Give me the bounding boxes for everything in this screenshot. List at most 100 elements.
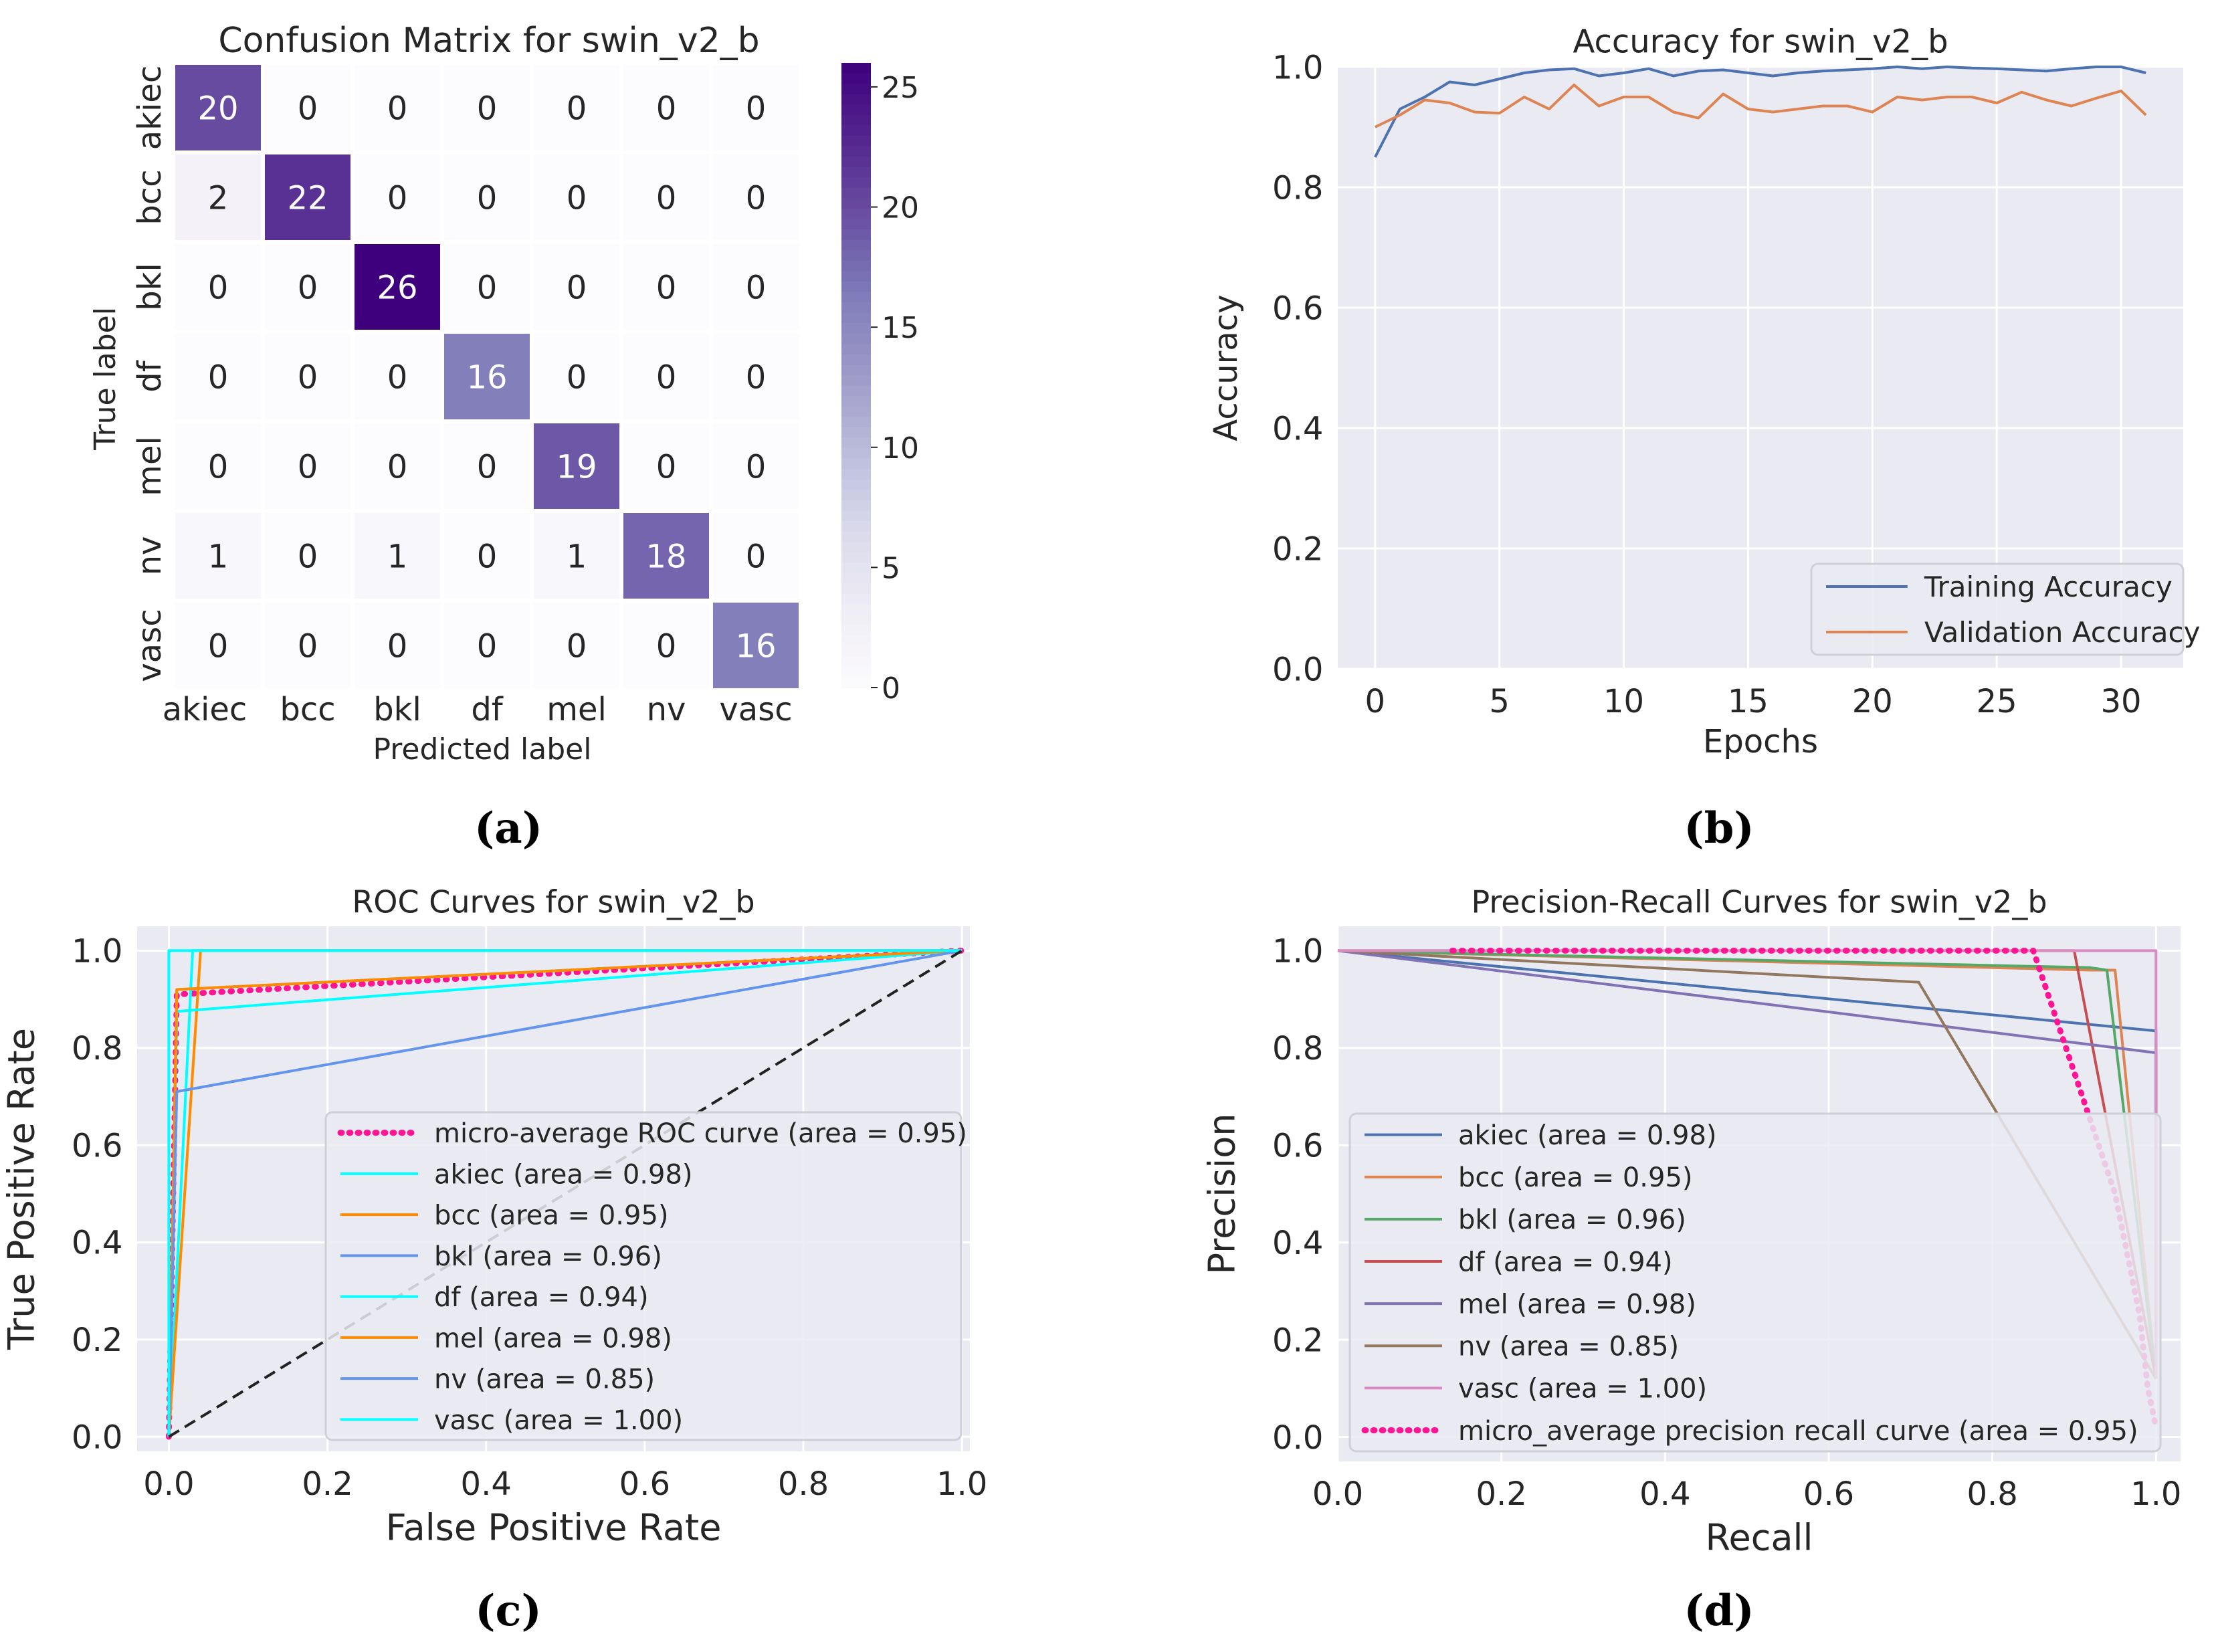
colorbar-segment: [841, 500, 871, 512]
colorbar-segment: [841, 94, 871, 106]
y-tick-label: 1.0: [1272, 933, 1323, 970]
matrix-cell: [623, 154, 709, 240]
legend-entry: micro-average ROC curve (area = 0.95): [434, 1118, 967, 1149]
colorbar-segment: [841, 229, 871, 241]
cell-value: 0: [298, 448, 318, 486]
cell-value: 0: [746, 448, 767, 486]
chart-title: ROC Curves for swin_v2_b: [352, 884, 754, 920]
matrix-cell: [355, 244, 440, 330]
colorbar-segment: [841, 198, 871, 209]
colorbar-segment: [841, 531, 871, 543]
colorbar-segment: [841, 479, 871, 491]
colorbar-segment: [841, 157, 871, 168]
matrix-cell: [623, 423, 709, 509]
y-tick-label: 0.2: [1272, 530, 1323, 568]
matrix-cell: [444, 513, 530, 599]
matrix-cell: [444, 334, 530, 419]
colorbar-segment: [841, 333, 871, 345]
x-axis-label: Recall: [1705, 1516, 1813, 1558]
matrix-cell: [623, 603, 709, 688]
cell-value: 18: [645, 538, 686, 575]
colorbar-segment: [841, 135, 871, 147]
colorbar-segment: [841, 344, 871, 355]
chart-title: Precision-Recall Curves for swin_v2_b: [1471, 884, 2047, 920]
x-axis-label: Epochs: [1703, 723, 1818, 760]
matrix-cell: [534, 244, 619, 330]
cell-value: 0: [477, 448, 498, 486]
legend-entry: vasc (area = 1.00): [434, 1405, 683, 1436]
legend-entry: akiec (area = 0.98): [434, 1159, 693, 1190]
colorbar-segment: [841, 417, 871, 428]
matrix-cell: [623, 513, 709, 599]
legend-entry: bkl (area = 0.96): [1458, 1205, 1686, 1235]
matrix-cell: [175, 65, 261, 150]
x-tick-label: 25: [1977, 683, 2017, 720]
matrix-cell: [355, 513, 440, 599]
x-tick-label: 0.2: [1476, 1475, 1526, 1513]
colorbar-segment: [841, 635, 871, 647]
cell-value: 0: [387, 90, 408, 127]
series-line-0: [1374, 66, 2146, 158]
matrix-cell: [175, 244, 261, 330]
colorbar-segment: [841, 73, 871, 85]
cell-value: 0: [477, 90, 498, 127]
cell-value: 0: [656, 179, 677, 217]
y-tick-label: 0.0: [1272, 1419, 1323, 1457]
cell-value: 0: [298, 269, 318, 306]
y-tick-label: akiec: [131, 66, 169, 150]
matrix-cell: [534, 334, 619, 419]
roc-curve-6: [167, 949, 963, 1437]
roc-curves-panel: 0.0 0.2 0.4 0.6 0.8 1.0 0.0 0.2 0.4 0.6 0.8 1.0 ROC …: [1, 884, 988, 1636]
cell-value: 0: [477, 269, 498, 306]
matrix-cell: [444, 244, 530, 330]
x-tick-label: mel: [546, 691, 607, 728]
colorbar-segment: [841, 604, 871, 616]
matrix-cell: [713, 423, 799, 509]
matrix-cell: [534, 154, 619, 240]
y-tick-label: 0.6: [1272, 1128, 1323, 1165]
y-tick-label: 0.8: [1272, 1030, 1323, 1067]
cell-value: 1: [387, 538, 408, 575]
matrix-cell: [265, 513, 350, 599]
panel-label: (d): [1684, 1586, 1754, 1636]
colorbar-segment: [841, 239, 871, 251]
legend-entry: akiec (area = 0.98): [1458, 1120, 1717, 1151]
y-axis-label: True Positive Rate: [1, 1028, 43, 1350]
legend-box: [1348, 1112, 2162, 1453]
x-tick-label: 10: [1603, 683, 1644, 720]
matrix-cell: [444, 65, 530, 150]
colorbar-segment: [841, 84, 871, 95]
colorbar-segment: [841, 385, 871, 397]
matrix-cell: [265, 423, 350, 509]
y-axis-label: Accuracy: [1207, 294, 1245, 441]
x-tick-label: 0: [1365, 683, 1385, 720]
colorbar-segment: [841, 354, 871, 366]
x-tick-label: 30: [2101, 683, 2142, 720]
x-axis-label: False Positive Rate: [386, 1506, 722, 1548]
legend-box: [324, 1111, 963, 1441]
colorbar-segment: [841, 302, 871, 314]
matrix-cell: [534, 65, 619, 150]
y-tick-label: 0.8: [72, 1030, 122, 1067]
colorbar-segment: [841, 187, 871, 199]
series-line-1: [1374, 84, 2147, 128]
colorbar-segment: [841, 396, 871, 407]
colorbar-segment: [841, 114, 871, 126]
x-tick-label: 5: [1489, 683, 1510, 720]
colorbar-segment: [841, 208, 871, 220]
y-tick-label: 0.4: [72, 1225, 122, 1262]
y-tick-label: vasc: [131, 609, 169, 682]
panel-label: (c): [475, 1586, 542, 1636]
cell-value: 0: [477, 179, 498, 217]
cell-value: 0: [298, 90, 318, 127]
colorbar-segment: [841, 146, 871, 158]
colorbar-segment: [841, 365, 871, 376]
cell-value: 0: [656, 269, 677, 306]
cell-value: 0: [656, 627, 677, 665]
y-axis-label: Precision: [1201, 1114, 1243, 1275]
legend-entry: Validation Accuracy: [1924, 616, 2201, 649]
panel-label: (a): [474, 803, 542, 853]
cell-value: 0: [656, 358, 677, 396]
cell-value: 0: [298, 627, 318, 665]
colorbar-segment: [841, 656, 871, 667]
